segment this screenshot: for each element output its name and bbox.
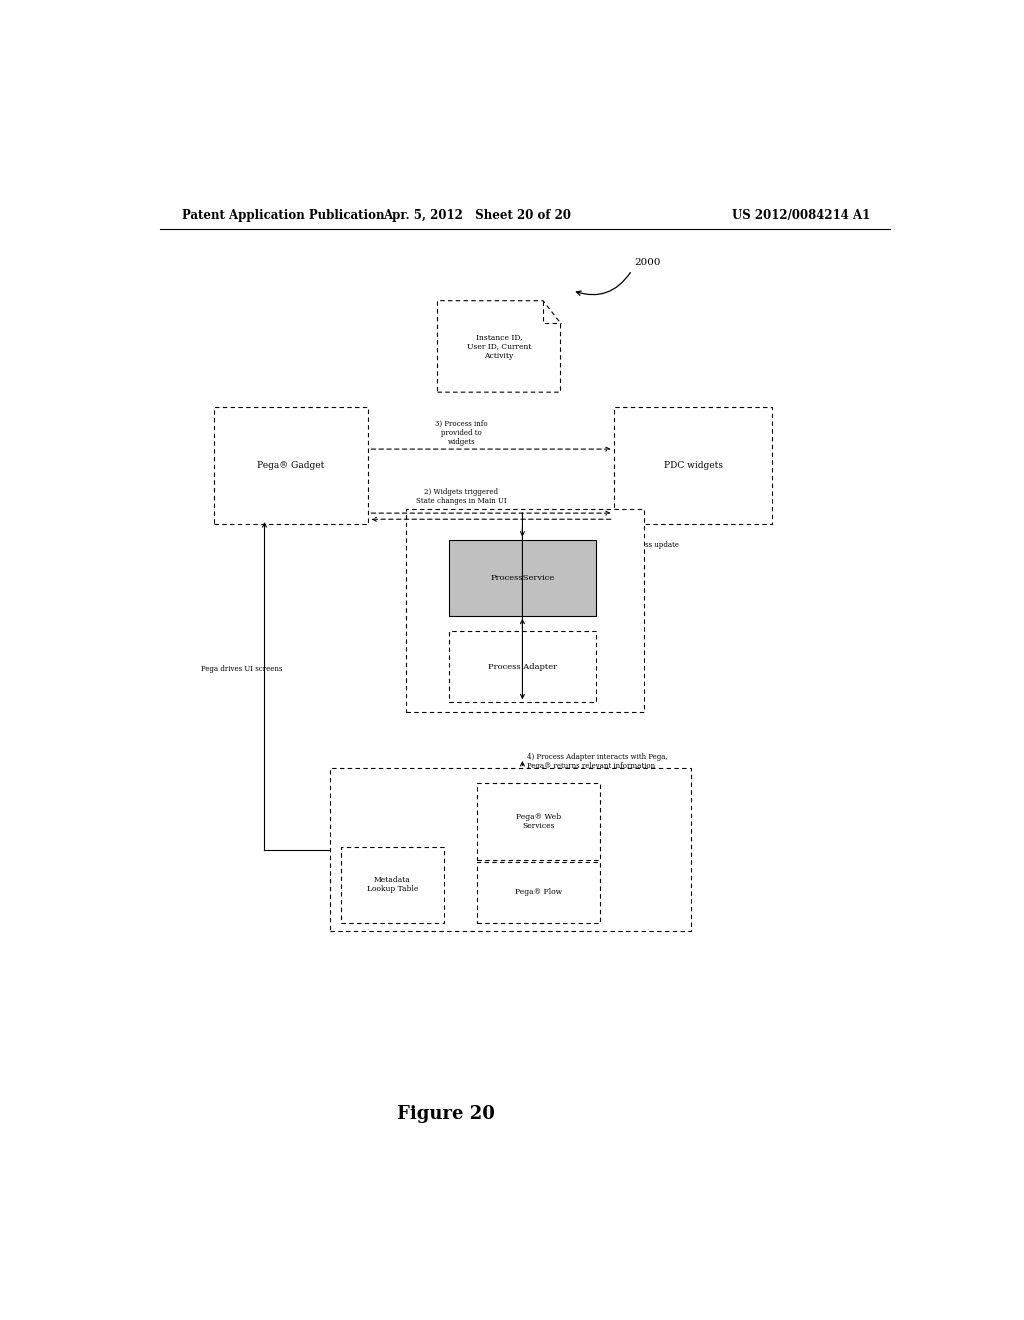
Text: Pega®: Pega® — [413, 876, 438, 884]
Text: ProcessService: ProcessService — [490, 574, 555, 582]
Text: Process Adapter: Process Adapter — [488, 663, 557, 671]
Text: Metadata
Lookup Table: Metadata Lookup Table — [367, 876, 418, 894]
Text: PDC widgets: PDC widgets — [664, 462, 723, 470]
Bar — [613, 408, 772, 524]
Bar — [477, 784, 600, 859]
Text: Instance ID,
User ID, Current
Activity: Instance ID, User ID, Current Activity — [467, 333, 531, 359]
Text: US 2012/0084214 A1: US 2012/0084214 A1 — [732, 210, 870, 222]
Bar — [450, 631, 596, 702]
Bar — [477, 862, 600, 923]
Text: 2000: 2000 — [634, 259, 660, 267]
Text: Pega® Gadget: Pega® Gadget — [257, 462, 325, 470]
Bar — [214, 408, 369, 524]
Text: Pega drives UI screens: Pega drives UI screens — [202, 665, 283, 673]
Text: PDC Code: PDC Code — [507, 638, 543, 647]
Text: Patent Application Publication: Patent Application Publication — [182, 210, 384, 222]
Text: Apr. 5, 2012   Sheet 20 of 20: Apr. 5, 2012 Sheet 20 of 20 — [383, 210, 571, 222]
Text: 3) HTTP GET for process update: 3) HTTP GET for process update — [563, 541, 679, 549]
Bar — [341, 846, 443, 923]
Text: 3) Process info
provided to
widgets: 3) Process info provided to widgets — [435, 420, 487, 446]
Text: 4) Process Adapter interacts with Pega,
Pega® returns relevant information: 4) Process Adapter interacts with Pega, … — [527, 752, 668, 770]
Bar — [331, 768, 691, 931]
Text: Pega® Flow: Pega® Flow — [515, 888, 562, 896]
Text: 2) Widgets triggered
State changes in Main UI: 2) Widgets triggered State changes in Ma… — [416, 488, 507, 506]
Text: Figure 20: Figure 20 — [396, 1105, 495, 1123]
Bar — [450, 540, 596, 615]
Text: Pega® Web
Services: Pega® Web Services — [516, 813, 561, 830]
Polygon shape — [437, 301, 560, 392]
Bar — [406, 510, 644, 713]
